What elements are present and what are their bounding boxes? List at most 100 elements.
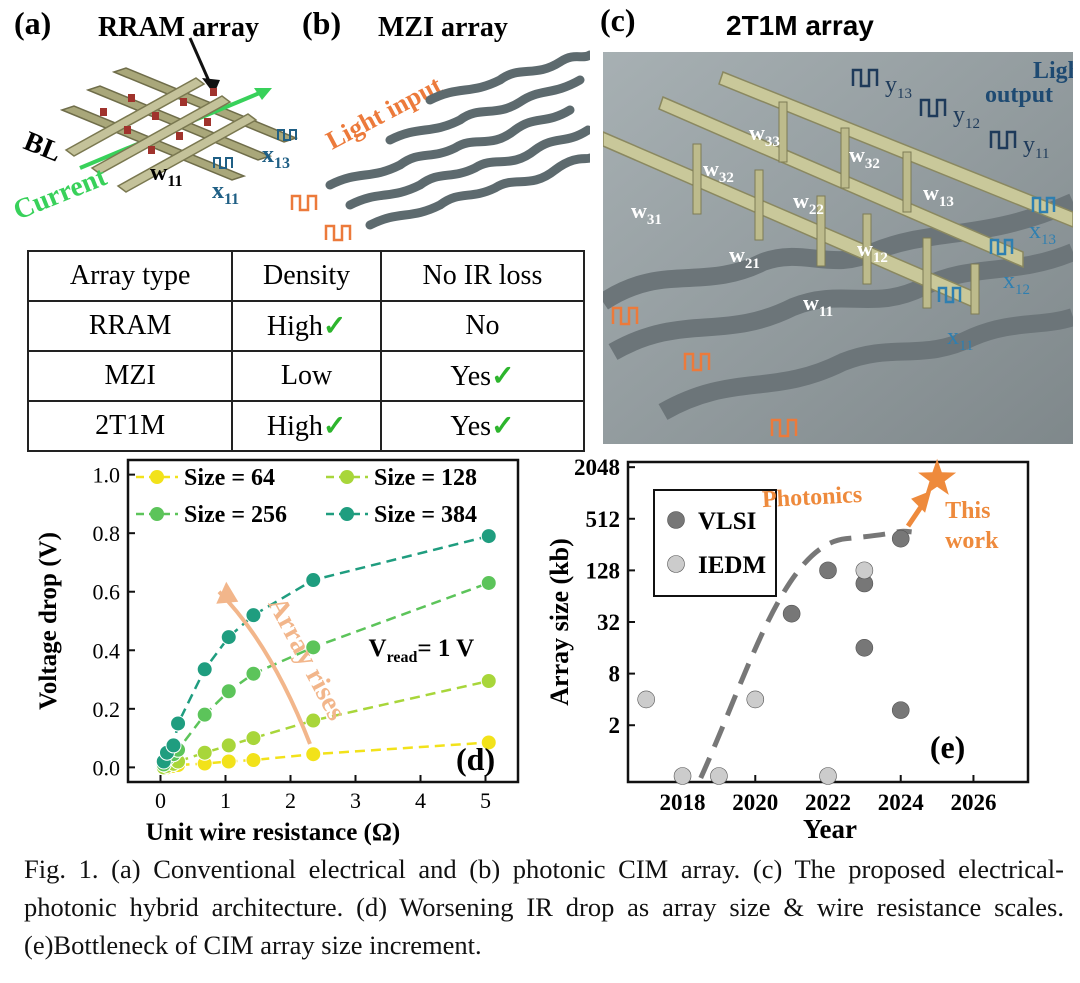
y-axis-label: Array size (kb) [545,538,574,706]
legend-marker [150,470,164,484]
w31: w31 [631,198,662,228]
x-tick-label: 5 [480,788,491,813]
table-row: MZI Low Yes✓ [26,350,586,402]
rram-cells [100,88,217,154]
x-tick-label: 2020 [732,790,778,815]
panel-b-mzi-diagram: (b) MZI array Light input [290,5,590,242]
check-icon: ✓ [491,411,515,442]
check-icon: ✓ [491,361,515,392]
data-point [170,715,187,732]
x-tick-label: 2 [285,788,296,813]
w32-left: w32 [703,156,734,186]
y-tick-label: 32 [597,610,620,635]
legend-label: Size = 128 [374,465,477,491]
legend-marker [667,511,685,529]
plot-frame [126,458,520,784]
input-pulses [937,196,1056,304]
legend-marker [667,555,685,573]
data-point [220,629,237,646]
this-work-label-2: work [945,528,999,554]
y13: y13 [885,72,912,102]
mzi-waveguides [325,50,590,230]
data-point [220,683,237,700]
data-point [891,701,910,719]
w32-right: w32 [849,142,880,172]
x11-label: x11 [212,178,239,208]
x13: x13 [1029,218,1056,248]
y11: y11 [1023,132,1049,162]
array-rises-arrow [217,590,312,745]
w13: w13 [923,180,954,210]
data-point [819,561,837,580]
y-tick-label: 128 [586,558,621,583]
panel-c-label: (c) [600,2,636,38]
cell-ir: Yes✓ [379,400,586,452]
data-point [220,737,237,754]
data-point [746,690,765,709]
chart-d-voltage-drop: 0 1 2 3 4 5 0.0 0.2 0.4 0.6 0.8 1.0 Unit wire resist… [35,458,520,846]
cell-type: 2T1M [26,400,234,452]
light-input-label: Light input [321,70,447,155]
vread-label: Vread= 1 V [369,635,475,666]
data-point [480,673,497,690]
x12: x12 [1003,268,1030,298]
x13-label: x13 [262,142,290,172]
y-tick-label: 2 [609,713,621,738]
data-point [855,639,874,657]
current-arrowhead [254,88,272,100]
legend-label: IEDM [698,552,766,579]
x-tick-label: 4 [415,788,426,813]
legend-label: Size = 256 [184,502,287,528]
data-point [480,734,497,751]
w22: w22 [793,188,824,218]
y-axis-label: Voltage drop (V) [35,532,62,710]
panel-e-label: (e) [930,729,966,765]
figure-caption: Fig. 1. (a) Conventional electrical and … [24,854,1064,960]
data-point [196,706,213,723]
data-point [305,572,322,589]
check-icon: ✓ [322,311,347,342]
data-point [196,744,213,761]
x-tick-label: 0 [155,788,166,813]
check-icon: ✓ [322,411,347,442]
data-point [305,712,322,729]
data-point [855,561,874,580]
data-point [220,753,237,770]
y-tick-label: 0.0 [93,755,121,780]
light-output-label-2: output [985,82,1053,108]
cell-ir: Yes✓ [379,350,586,402]
photonics-arrowhead [911,490,932,513]
header-no-ir-loss: No IR loss [379,250,586,302]
x-axis-label: Year [803,814,857,844]
array-rises-arrowhead [216,581,239,604]
y-tick-label: 512 [586,507,621,532]
output-pulses [851,68,1017,150]
legend-box [653,489,777,597]
data-point [305,639,322,656]
header-density: Density [231,250,382,302]
weight-labels: w33 w32 w32 w31 w22 w13 w21 w12 w11 [631,120,954,320]
panel-a-rram-diagram: (a) RRAM array BL Current w11 x11 x13 [9,5,299,226]
panel-c-2t1m-diagram: w33 w32 w32 w31 w22 w13 w21 w12 w11 Ligh… [603,52,1073,444]
legend-label: Size = 384 [374,502,477,528]
y-tick-label: 0.6 [93,580,121,605]
light-pulse-2 [324,224,352,242]
header-array-type: Array type [26,250,234,302]
y-tick-label: 1.0 [93,463,121,488]
y-tick-label: 8 [609,662,621,687]
data-point [782,604,801,623]
transistor-pillars [692,101,980,315]
x-tick-label: 1 [220,788,231,813]
panel-b-title: MZI array [378,12,508,43]
w33: w33 [749,120,780,150]
w21: w21 [729,242,760,272]
w11-label: w11 [150,160,182,190]
input-labels: x13 x12 x11 [947,218,1056,354]
y12: y12 [953,102,980,132]
wordlines [64,77,258,193]
y-tick-label: 2048 [574,455,620,480]
table-row: RRAM High✓ No [26,300,586,352]
cell-density: High✓ [231,400,382,452]
cell-density: Low [231,350,382,402]
data-point [245,607,262,624]
